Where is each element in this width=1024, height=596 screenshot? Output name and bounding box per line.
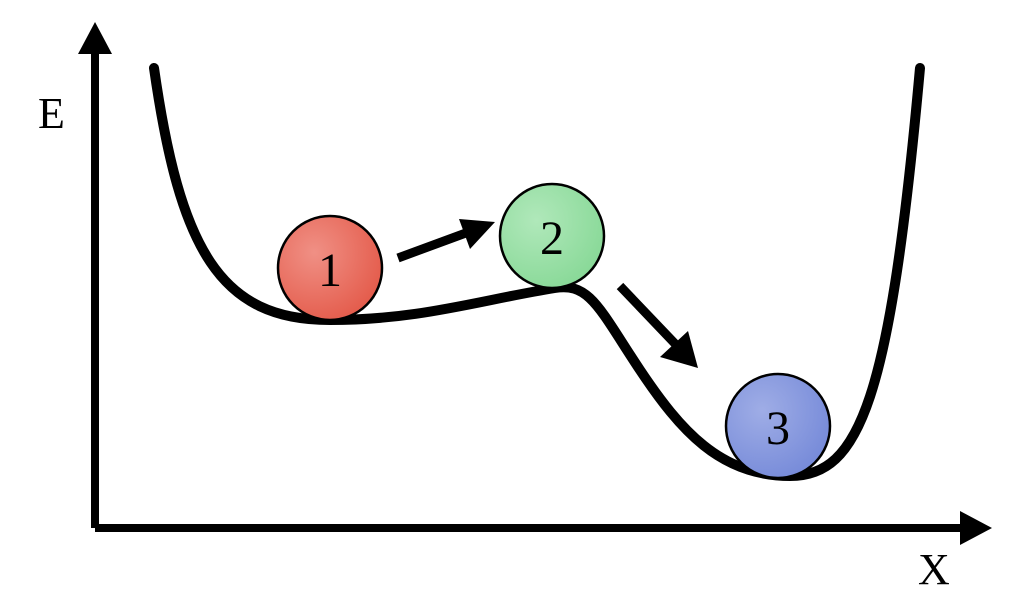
x-axis-label: X xyxy=(918,545,950,594)
energy-diagram: E X 1 2 3 xyxy=(0,0,1024,596)
ball-1-label: 1 xyxy=(318,244,342,297)
ball-2-label: 2 xyxy=(540,212,564,265)
transition-arrow-2-3 xyxy=(620,286,682,351)
x-axis-arrowhead xyxy=(960,511,992,545)
transition-arrow-1-2 xyxy=(398,230,474,258)
y-axis-arrowhead xyxy=(78,22,112,54)
ball-3-label: 3 xyxy=(766,402,790,455)
y-axis-label: E xyxy=(38,89,65,138)
